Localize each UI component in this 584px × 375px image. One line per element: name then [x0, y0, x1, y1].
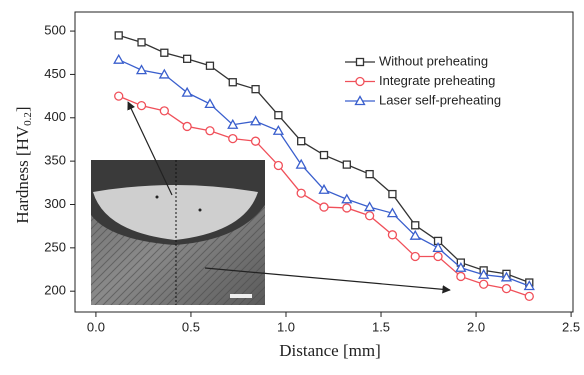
- inset-micrograph: [91, 160, 265, 305]
- data-point: [386, 207, 399, 218]
- data-point: [135, 64, 148, 75]
- y-tick-label: 250: [44, 239, 66, 254]
- x-tick-label: 1.5: [372, 319, 390, 334]
- data-point: [296, 188, 306, 198]
- x-axis-label: Distance [mm]: [279, 341, 381, 360]
- data-point: [158, 68, 170, 79]
- y-tick-label: 300: [44, 196, 66, 211]
- y-label-end: ]: [13, 106, 32, 112]
- data-point: [136, 100, 147, 111]
- legend-label: Without preheating: [379, 53, 488, 68]
- legend-marker: [355, 76, 365, 87]
- data-point: [159, 106, 169, 116]
- data-point: [272, 124, 284, 135]
- data-point: [204, 98, 216, 109]
- x-tick-label: 1.0: [277, 319, 295, 334]
- data-point: [341, 193, 353, 204]
- data-point: [342, 160, 351, 169]
- data-point: [433, 251, 443, 262]
- plot-frame: [74, 11, 574, 313]
- x-tick-label: 2.5: [562, 319, 580, 334]
- legend-marker: [355, 57, 365, 67]
- legend-label: Integrate preheating: [379, 73, 495, 88]
- data-point: [297, 137, 306, 146]
- data-point: [387, 230, 398, 240]
- data-point: [411, 221, 420, 230]
- data-point: [114, 31, 123, 40]
- data-point: [364, 211, 375, 221]
- y-tick-label: 400: [44, 109, 66, 124]
- data-point: [160, 48, 169, 57]
- data-point: [364, 201, 376, 212]
- data-point: [409, 229, 421, 240]
- x-tick-label: 0.0: [87, 319, 105, 334]
- data-point: [319, 202, 329, 212]
- data-point: [274, 111, 283, 120]
- arrow: [204, 267, 451, 294]
- data-point: [113, 53, 125, 64]
- data-point: [388, 189, 397, 199]
- data-point: [137, 38, 146, 47]
- data-point: [524, 291, 534, 302]
- data-point: [205, 61, 215, 70]
- data-point: [523, 280, 535, 291]
- legend-label: Laser self-preheating: [379, 92, 501, 107]
- y-tick-label: 450: [44, 66, 66, 81]
- data-point: [228, 133, 238, 144]
- data-point: [479, 279, 489, 289]
- data-point: [410, 251, 420, 262]
- x-tick-label: 2.0: [467, 319, 485, 334]
- data-point: [182, 54, 192, 63]
- data-point: [455, 261, 467, 272]
- y-tick-label: 200: [44, 283, 66, 298]
- data-point: [478, 268, 490, 279]
- x-tick-label: 0.5: [182, 319, 200, 334]
- data-point: [228, 78, 237, 87]
- data-point: [456, 271, 466, 282]
- data-point: [227, 118, 239, 129]
- y-label-sub: 0.2: [22, 112, 34, 126]
- data-point: [318, 183, 330, 194]
- data-point: [273, 160, 284, 171]
- data-point: [432, 242, 444, 252]
- data-point: [319, 150, 329, 160]
- y-axis-label: Hardness [HV0.2]: [13, 106, 34, 223]
- data-point: [114, 91, 124, 101]
- data-point: [249, 115, 262, 126]
- data-point: [251, 85, 260, 94]
- data-point: [365, 169, 374, 179]
- data-point: [182, 121, 192, 132]
- data-point: [342, 203, 352, 213]
- data-point: [500, 271, 513, 282]
- arrow: [127, 101, 173, 196]
- y-label-text: Hardness [HV: [13, 125, 32, 223]
- y-tick-label: 350: [44, 153, 66, 168]
- data-point: [181, 86, 193, 97]
- y-tick-label: 500: [44, 23, 66, 38]
- legend-marker: [354, 95, 366, 106]
- data-point: [501, 283, 512, 294]
- data-point: [205, 126, 215, 136]
- data-point: [250, 136, 261, 146]
- data-point: [295, 158, 307, 169]
